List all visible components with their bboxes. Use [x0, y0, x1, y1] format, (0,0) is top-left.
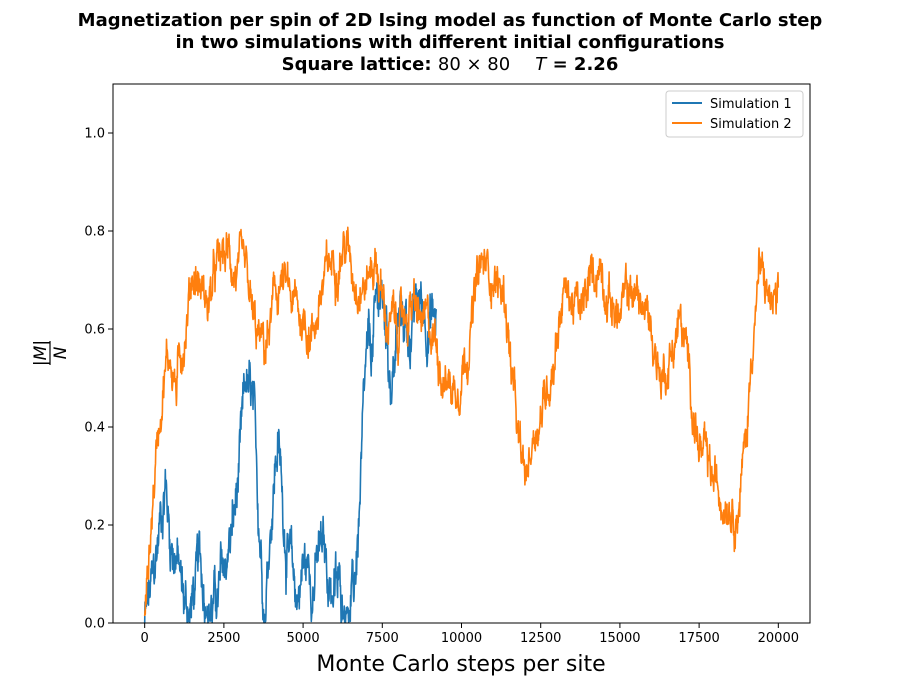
y-axis-label-numerator: |M|	[31, 340, 51, 366]
x-tick-label: 2500	[207, 631, 240, 646]
plot-frame	[112, 83, 811, 624]
chart-title-line-1: Magnetization per spin of 2D Ising model…	[77, 10, 823, 31]
subtitle-lattice: 80 × 80	[437, 54, 511, 75]
x-axis-label: Monte Carlo steps per site	[316, 652, 605, 677]
x-tick-label: 10000	[441, 631, 482, 646]
x-tick-label: 5000	[287, 631, 320, 646]
legend: Simulation 1 Simulation 2	[665, 90, 804, 138]
y-axis-label: |M| N	[31, 340, 71, 366]
x-tick-label: 0	[141, 631, 149, 646]
x-tick-label: 7500	[366, 631, 399, 646]
subtitle-prefix: Square lattice:	[281, 54, 432, 75]
y-tick-label: 0.0	[84, 617, 105, 632]
chart-subtitle: Square lattice: 80 × 80 T = 2.26	[0, 54, 900, 76]
series-layer	[143, 226, 780, 624]
x-axis: 0 2500 5000 7500 10000 12500 15000 17500 20000	[141, 623, 799, 646]
x-tick-label: 17500	[678, 631, 719, 646]
x-tick-label: 12500	[520, 631, 561, 646]
subtitle-temp-symbol: T	[535, 54, 547, 75]
y-tick-label: 0.8	[84, 225, 105, 240]
legend-label-simulation-2: Simulation 2	[710, 117, 792, 132]
y-tick-label: 1.0	[84, 127, 105, 142]
x-tick-label: 15000	[599, 631, 640, 646]
series-line-simulation-2	[143, 226, 780, 617]
y-tick-label: 0.4	[84, 421, 105, 436]
subtitle-temp-value: = 2.26	[552, 54, 619, 75]
y-tick-label: 0.2	[84, 519, 105, 534]
legend-label-simulation-1: Simulation 1	[710, 97, 792, 112]
chart-title-line-2: in two simulations with different initia…	[175, 32, 725, 53]
y-axis: 0.0 0.2 0.4 0.6 0.8 1.0	[84, 127, 113, 632]
x-tick-label: 20000	[758, 631, 799, 646]
series-line-simulation-1	[143, 279, 437, 624]
y-tick-label: 0.6	[84, 323, 105, 338]
y-axis-label-denominator: N	[51, 346, 71, 359]
chart-title-block: Magnetization per spin of 2D Ising model…	[0, 10, 900, 76]
